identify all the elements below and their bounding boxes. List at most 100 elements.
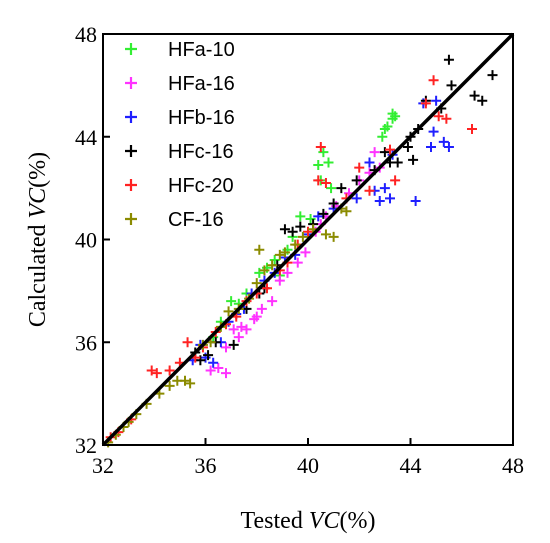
data-point [146, 365, 157, 376]
data-point [441, 113, 452, 124]
data-point [164, 380, 175, 391]
data-point [221, 342, 231, 353]
data-point [228, 339, 239, 350]
data-point [213, 362, 224, 373]
data-point [341, 206, 352, 217]
legend-item-hfc-16: HFc-16 [125, 141, 234, 163]
data-point [295, 211, 306, 222]
data-point [251, 278, 262, 289]
data-point [313, 211, 324, 222]
data-point [303, 226, 313, 237]
data-point [267, 296, 278, 307]
legend-marker [125, 77, 137, 89]
reference-line-y-equals-x [101, 32, 515, 447]
data-point [195, 355, 206, 366]
x-axis-title: Tested VC(%) [241, 508, 376, 534]
y-axis-title: Calculated VC(%) [25, 152, 51, 327]
data-point [320, 177, 331, 188]
legend-label: HFc-16 [168, 141, 234, 163]
data-point [164, 365, 175, 376]
data-point [354, 162, 365, 173]
data-point [426, 142, 436, 153]
data-point [313, 160, 324, 171]
data-point [300, 247, 311, 258]
x-tick-label: 32 [92, 453, 114, 478]
data-point [228, 324, 239, 335]
data-point [274, 249, 285, 260]
data-point [262, 283, 272, 294]
x-tick-label: 40 [297, 453, 319, 478]
data-point [254, 267, 265, 278]
data-point [336, 183, 347, 194]
data-point [351, 193, 362, 204]
data-point [390, 111, 401, 122]
data-point [428, 126, 439, 137]
legend-label: CF-16 [168, 209, 224, 231]
data-point [374, 195, 385, 206]
data-point [487, 70, 498, 81]
data-point [223, 306, 234, 317]
data-point [182, 337, 193, 348]
data-point [351, 175, 362, 186]
data-point [328, 231, 339, 242]
legend-label: HFa-16 [168, 73, 235, 95]
y-tick-label: 36 [75, 330, 97, 355]
legend-item-hfa-10: HFa-10 [125, 39, 235, 61]
data-point [446, 80, 457, 91]
data-point [241, 324, 252, 335]
legend-label: HFa-10 [168, 39, 235, 61]
data-layer [103, 54, 498, 448]
data-point [254, 244, 265, 255]
data-point [203, 350, 214, 361]
x-axis: 32 36 40 44 48 [92, 438, 524, 478]
y-tick-label: 32 [75, 433, 97, 458]
data-point [279, 224, 290, 235]
data-point [328, 198, 339, 209]
data-point [205, 365, 216, 376]
data-point [410, 195, 421, 206]
y-tick-label: 40 [75, 228, 97, 253]
data-point [226, 296, 237, 307]
data-point [180, 375, 190, 386]
data-point [256, 303, 267, 314]
legend-item-cf-16: CF-16 [125, 209, 224, 231]
legend-marker [125, 145, 137, 157]
data-point [287, 226, 298, 237]
data-point [274, 275, 285, 286]
data-point [208, 357, 219, 368]
data-point [221, 368, 231, 379]
series-hfa-10 [208, 108, 401, 343]
y-tick-label: 48 [75, 22, 97, 47]
series-cf-16 [103, 203, 352, 448]
data-point [236, 321, 247, 332]
data-point [382, 121, 393, 132]
data-point [428, 75, 439, 86]
data-point [379, 183, 390, 194]
data-point [326, 183, 337, 194]
data-point [313, 175, 324, 186]
data-point [385, 144, 395, 155]
data-point [318, 208, 329, 219]
data-point [323, 157, 334, 168]
data-point [295, 221, 306, 232]
legend-marker [125, 179, 137, 191]
legend-marker [125, 213, 137, 225]
data-point [185, 378, 196, 389]
data-point [431, 95, 442, 106]
data-point [467, 124, 477, 135]
data-point [305, 213, 316, 224]
data-point [233, 332, 244, 343]
legend-label: HFc-20 [168, 175, 234, 197]
legend: HFa-10 HFa-16 HFb-16 HFc-16 HFc-20 CF-16 [125, 39, 235, 231]
data-point [315, 142, 326, 153]
legend-marker [125, 111, 137, 123]
data-point [433, 111, 444, 122]
x-tick-label: 36 [195, 453, 217, 478]
data-point [290, 239, 301, 250]
data-point [259, 265, 270, 276]
legend-item-hfa-16: HFa-16 [125, 73, 235, 95]
data-point [392, 157, 403, 168]
data-point [297, 231, 308, 242]
data-point [151, 368, 162, 379]
